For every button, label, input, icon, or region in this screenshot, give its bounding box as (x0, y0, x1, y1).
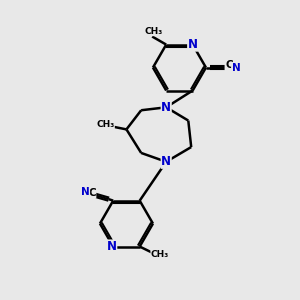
Text: N: N (107, 240, 117, 253)
Text: N: N (81, 187, 90, 196)
Text: N: N (188, 38, 198, 51)
Text: N: N (161, 155, 171, 168)
Text: CH₃: CH₃ (96, 120, 114, 129)
Text: CH₃: CH₃ (145, 27, 163, 36)
Text: N: N (161, 101, 171, 114)
Text: C: C (225, 60, 233, 70)
Text: CH₃: CH₃ (151, 250, 169, 259)
Text: N: N (232, 63, 240, 73)
Text: C: C (88, 188, 96, 198)
